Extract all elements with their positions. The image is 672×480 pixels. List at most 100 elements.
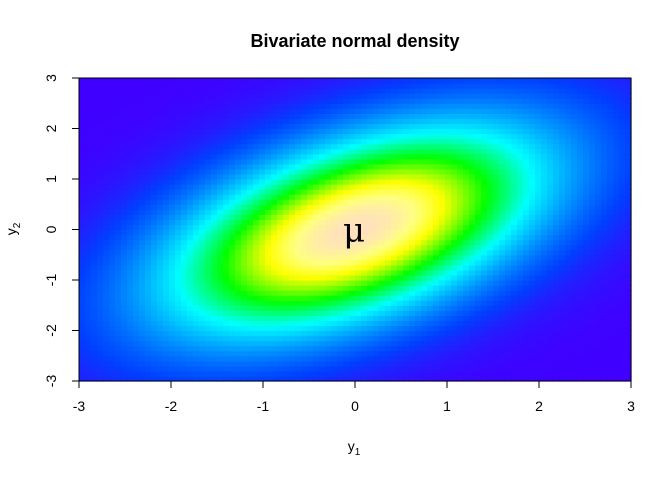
heatmap-cell: [331, 194, 338, 200]
heatmap-cell: [133, 370, 140, 377]
heatmap-cell: [241, 310, 248, 316]
heatmap-cell: [523, 360, 530, 367]
heatmap-cell: [247, 274, 254, 281]
heatmap-cell: [481, 370, 488, 377]
heatmap-cell: [91, 239, 98, 246]
heatmap-cell: [427, 310, 434, 316]
heatmap-cell: [319, 133, 326, 140]
heatmap-cell: [265, 153, 272, 160]
heatmap-cell: [559, 259, 566, 266]
heatmap-cell: [343, 153, 350, 160]
heatmap-cell: [385, 290, 392, 296]
heatmap-cell: [367, 370, 374, 377]
heatmap-cell: [295, 143, 302, 150]
heatmap-cell: [469, 138, 476, 145]
heatmap-cell: [169, 173, 176, 180]
heatmap-cell: [421, 350, 428, 357]
heatmap-cell: [271, 138, 278, 145]
heatmap-cell: [541, 370, 548, 377]
heatmap-cell: [187, 214, 194, 220]
heatmap-cell: [475, 350, 482, 357]
heatmap-cell: [547, 285, 554, 291]
heatmap-cell: [271, 143, 278, 150]
heatmap-cell: [535, 360, 542, 367]
heatmap-cell: [325, 103, 332, 109]
heatmap-cell: [241, 153, 248, 160]
heatmap-cell: [397, 305, 404, 311]
heatmap-cell: [127, 310, 134, 316]
heatmap-cell: [385, 113, 392, 119]
heatmap-cell: [523, 229, 530, 236]
heatmap-cell: [163, 189, 170, 195]
heatmap-cell: [235, 290, 242, 296]
heatmap-cell: [205, 179, 212, 185]
heatmap-cell: [439, 93, 446, 99]
heatmap-cell: [385, 325, 392, 332]
heatmap-cell: [529, 88, 536, 94]
heatmap-cell: [517, 290, 524, 296]
heatmap-cell: [355, 103, 362, 109]
heatmap-cell: [139, 204, 146, 210]
heatmap-cell: [241, 214, 248, 220]
heatmap-cell: [451, 118, 458, 125]
heatmap-cell: [229, 108, 236, 114]
heatmap-cell: [205, 98, 212, 104]
heatmap-cell: [385, 128, 392, 135]
heatmap-cell: [175, 108, 182, 114]
heatmap-cell: [337, 274, 344, 281]
heatmap-cell: [373, 340, 380, 347]
heatmap-cell: [529, 330, 536, 337]
heatmap-cell: [133, 83, 140, 89]
heatmap-cell: [325, 264, 332, 271]
heatmap-cell: [511, 143, 518, 150]
heatmap-cell: [259, 209, 266, 215]
heatmap-cell: [433, 179, 440, 185]
heatmap-cell: [283, 133, 290, 140]
heatmap-cell: [379, 335, 386, 342]
heatmap-cell: [121, 118, 128, 125]
heatmap-cell: [271, 280, 278, 286]
heatmap-cell: [241, 239, 248, 246]
heatmap-cell: [193, 259, 200, 266]
heatmap-cell: [91, 330, 98, 337]
heatmap-cell: [427, 320, 434, 327]
heatmap-cell: [241, 254, 248, 261]
heatmap-cell: [259, 123, 266, 130]
heatmap-cell: [517, 83, 524, 89]
heatmap-cell: [481, 209, 488, 215]
heatmap-cell: [535, 108, 542, 114]
heatmap-cell: [523, 123, 530, 130]
heatmap-cell: [403, 78, 410, 84]
heatmap-cell: [193, 320, 200, 327]
heatmap-cell: [361, 365, 368, 372]
heatmap-cell: [265, 269, 272, 276]
heatmap-cell: [547, 254, 554, 261]
heatmap-cell: [367, 355, 374, 362]
heatmap-cell: [397, 239, 404, 246]
heatmap-cell: [463, 350, 470, 357]
heatmap-cell: [553, 133, 560, 140]
heatmap-cell: [307, 370, 314, 377]
heatmap-cell: [127, 83, 134, 89]
heatmap-cell: [181, 189, 188, 195]
heatmap-cell: [301, 350, 308, 357]
heatmap-cell: [379, 340, 386, 347]
heatmap-cell: [145, 365, 152, 372]
heatmap-cell: [163, 290, 170, 296]
heatmap-cell: [259, 280, 266, 286]
heatmap-cell: [457, 128, 464, 135]
heatmap-cell: [421, 259, 428, 266]
heatmap-cell: [169, 280, 176, 286]
heatmap-cell: [127, 118, 134, 125]
heatmap-cell: [157, 78, 164, 84]
heatmap-cell: [187, 189, 194, 195]
heatmap-cell: [241, 325, 248, 332]
heatmap-cell: [139, 184, 146, 190]
heatmap-cell: [121, 259, 128, 266]
heatmap-cell: [217, 88, 224, 94]
heatmap-cell: [379, 350, 386, 357]
heatmap-cell: [475, 290, 482, 296]
heatmap-cell: [235, 365, 242, 372]
heatmap-cell: [265, 78, 272, 84]
heatmap-cell: [139, 133, 146, 140]
